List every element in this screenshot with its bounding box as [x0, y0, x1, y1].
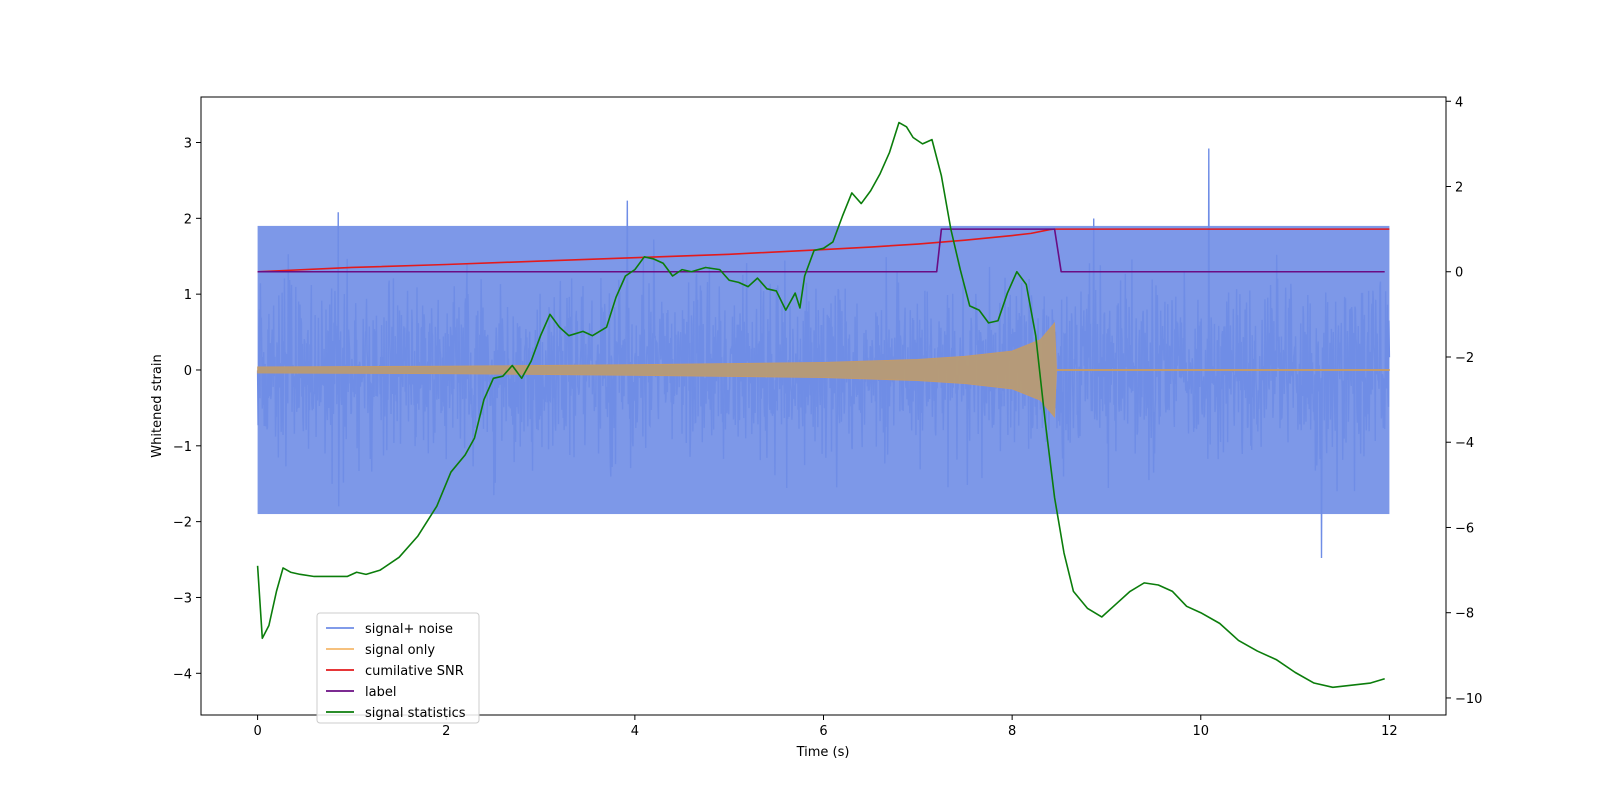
- x-tick-label: 10: [1192, 724, 1209, 739]
- series-signal-statistics: [256, 121, 1385, 689]
- y2-tick-label: −4: [1455, 436, 1474, 451]
- y-tick-label: 1: [184, 288, 192, 303]
- series-signal-noise: [256, 148, 1391, 559]
- y2-tick-label: −2: [1455, 351, 1474, 366]
- y-tick-label: −4: [173, 667, 192, 682]
- series-signal-only: [257, 321, 1390, 419]
- y2-tick-label: 0: [1455, 266, 1463, 281]
- legend: signal+ noise signal only cumilative SNR la…: [316, 612, 480, 724]
- legend-label: signal+ noise: [365, 622, 453, 637]
- y2-tick-label: −8: [1455, 607, 1474, 622]
- y-tick-label: −2: [173, 516, 192, 531]
- legend-label: signal statistics: [365, 706, 466, 721]
- x-tick-label: 12: [1381, 724, 1398, 739]
- legend-label: signal only: [365, 643, 435, 658]
- y2-tick-label: 4: [1455, 95, 1463, 110]
- series-label: [257, 228, 1385, 273]
- y-tick-label: −3: [173, 591, 192, 606]
- x-tick-label: 8: [1008, 724, 1016, 739]
- x-tick-label: 6: [819, 724, 827, 739]
- x-tick-label: 2: [442, 724, 450, 739]
- legend-label: cumilative SNR: [365, 664, 464, 679]
- y2-tick-label: 2: [1455, 181, 1463, 196]
- x-tick-label: 4: [631, 724, 639, 739]
- y2-tick-label: −10: [1455, 692, 1482, 707]
- y-tick-label: 2: [184, 212, 192, 227]
- x-axis-label: Time (s): [796, 745, 850, 760]
- y-axis-label: Whitened strain: [150, 354, 165, 457]
- series-cumulative-snr: [257, 228, 1390, 273]
- y-tick-label: −1: [173, 440, 192, 455]
- y2-tick-label: −6: [1455, 521, 1474, 536]
- legend-label: label: [365, 685, 396, 700]
- legend-box: [316, 612, 480, 724]
- y-tick-label: 0: [184, 364, 192, 379]
- x-tick-label: 0: [253, 724, 261, 739]
- y-tick-label: 3: [184, 136, 192, 151]
